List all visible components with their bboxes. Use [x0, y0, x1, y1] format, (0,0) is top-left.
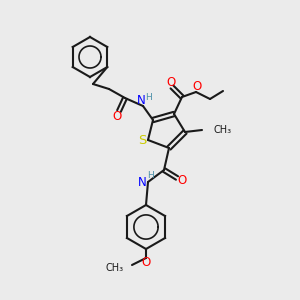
Text: N: N: [136, 94, 146, 107]
Text: O: O: [141, 256, 151, 269]
Text: N: N: [138, 176, 146, 190]
Text: O: O: [177, 173, 187, 187]
Text: S: S: [138, 134, 146, 148]
Text: CH₃: CH₃: [106, 263, 124, 273]
Text: H: H: [146, 92, 152, 101]
Text: O: O: [112, 110, 122, 122]
Text: H: H: [147, 170, 153, 179]
Text: CH₃: CH₃: [214, 125, 232, 135]
Text: O: O: [167, 76, 176, 88]
Text: O: O: [192, 80, 202, 92]
